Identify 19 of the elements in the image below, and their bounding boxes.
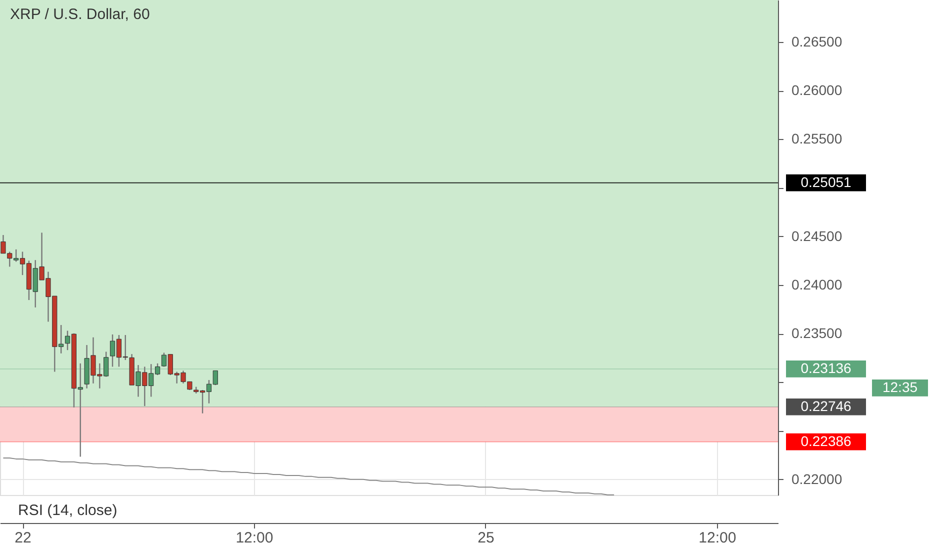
y-tick-label: 0.25500 bbox=[792, 130, 842, 147]
ref-line-label: 0.25051 bbox=[800, 174, 852, 190]
x-tick-label: 22 bbox=[14, 530, 32, 546]
line-series bbox=[2, 457, 615, 496]
x-tick-label: 25 bbox=[478, 530, 494, 546]
y-tick-label: 0.26000 bbox=[792, 82, 842, 98]
ref-line-label: 0.23136 bbox=[800, 360, 852, 376]
x-tick-label: 12:00 bbox=[698, 530, 736, 546]
y-tick-label: 0.22000 bbox=[792, 470, 842, 487]
y-tick-label: 0.26500 bbox=[792, 33, 842, 50]
x-tick-label: 12:00 bbox=[236, 530, 274, 546]
y-tick-label: 0.24500 bbox=[792, 228, 842, 244]
ref-line-label: 0.22746 bbox=[800, 398, 852, 414]
y-tick-label: 0.24000 bbox=[792, 276, 842, 292]
text: 12:35 bbox=[882, 378, 918, 395]
ref-line-label: 0.22386 bbox=[800, 432, 852, 449]
text: RSI (14, close) bbox=[18, 502, 118, 519]
chart-title: XRP / U.S. Dollar, 60 bbox=[10, 6, 150, 23]
y-tick-label: 0.23500 bbox=[792, 325, 842, 342]
